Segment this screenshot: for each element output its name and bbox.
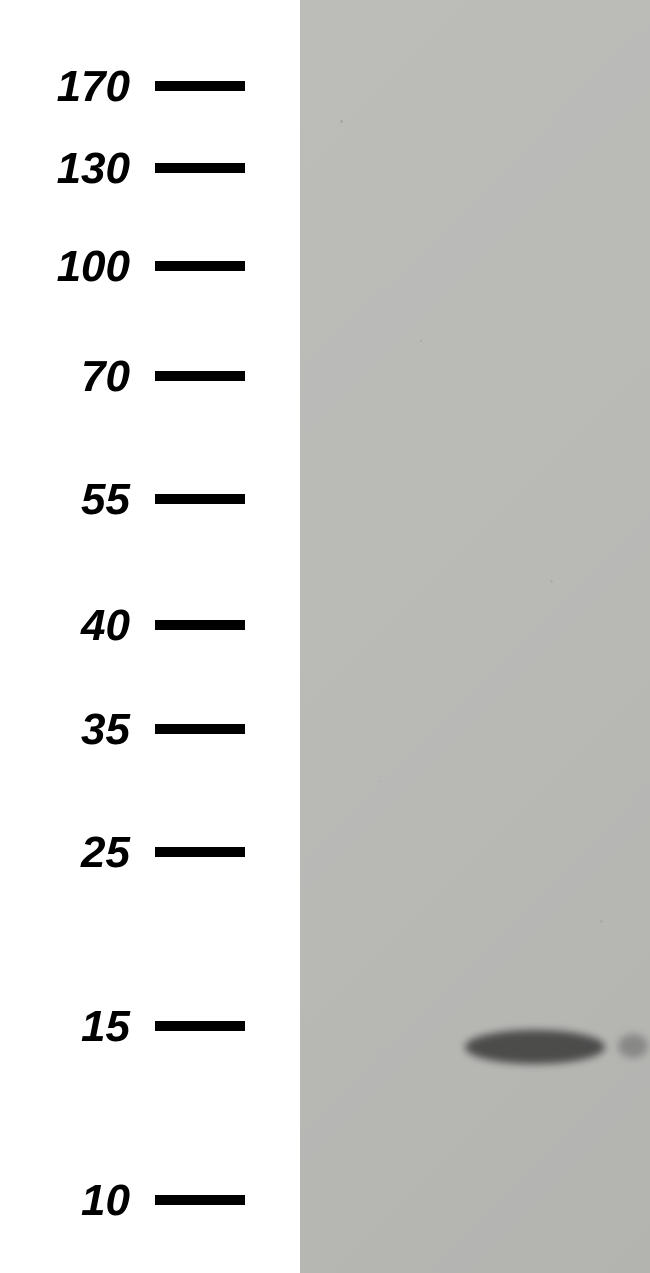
marker-tick-25 (155, 847, 245, 857)
noise-spot (340, 120, 343, 123)
marker-label-70: 70 (10, 352, 130, 402)
marker-label-170: 170 (10, 62, 130, 112)
noise-spot (600, 920, 603, 923)
marker-tick-70 (155, 371, 245, 381)
protein-band-1 (618, 1034, 648, 1058)
marker-tick-15 (155, 1021, 245, 1031)
marker-label-130: 130 (10, 144, 130, 194)
marker-label-55: 55 (10, 475, 130, 525)
marker-tick-10 (155, 1195, 245, 1205)
noise-spot (550, 580, 553, 583)
marker-tick-170 (155, 81, 245, 91)
marker-tick-55 (155, 494, 245, 504)
blot-lane-area (300, 0, 650, 1273)
marker-tick-35 (155, 724, 245, 734)
marker-label-40: 40 (10, 601, 130, 651)
marker-tick-130 (155, 163, 245, 173)
noise-spot (420, 340, 422, 342)
marker-label-10: 10 (10, 1176, 130, 1226)
marker-label-15: 15 (10, 1002, 130, 1052)
marker-label-100: 100 (10, 242, 130, 292)
marker-tick-40 (155, 620, 245, 630)
protein-band-0 (465, 1030, 605, 1064)
marker-label-35: 35 (10, 705, 130, 755)
marker-label-25: 25 (10, 828, 130, 878)
western-blot-figure: 170 130 100 70 55 40 35 25 15 10 (0, 0, 650, 1273)
noise-spot (380, 780, 382, 782)
marker-tick-100 (155, 261, 245, 271)
